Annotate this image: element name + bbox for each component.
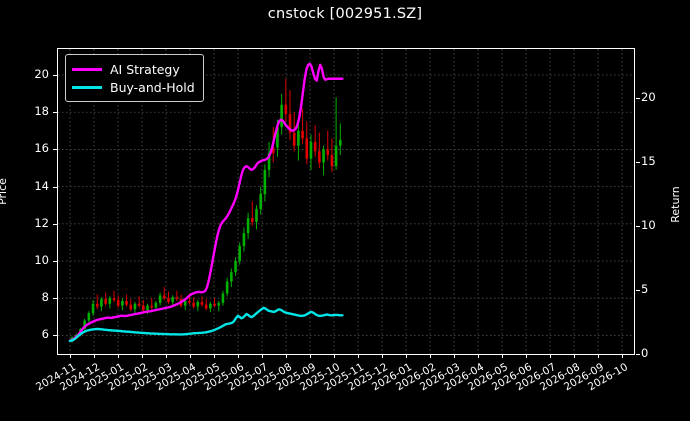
y-axis-label-left: Price — [0, 178, 9, 205]
y-tick-label-right: 20 — [641, 89, 656, 104]
x-tick-mark — [238, 354, 239, 358]
x-tick-mark — [262, 354, 263, 358]
plot-area — [57, 48, 635, 355]
series-buy-and-hold — [68, 306, 344, 343]
legend-item[interactable]: Buy-and-Hold — [72, 78, 195, 96]
y-tick-label-left: 6 — [41, 327, 49, 342]
x-tick-mark — [502, 354, 503, 358]
y-tick-label-right: 5 — [641, 281, 649, 296]
x-tick-mark — [454, 354, 455, 358]
x-tick-mark — [358, 354, 359, 358]
y-tick-label-left: 20 — [34, 67, 49, 82]
x-tick-mark — [94, 354, 95, 358]
x-tick-mark — [550, 354, 551, 358]
y-tick-mark-right — [636, 289, 640, 291]
x-tick-mark — [382, 354, 383, 358]
x-tick-mark — [622, 354, 623, 358]
y-tick-label-left: 10 — [34, 253, 49, 267]
page-title: cnstock [002951.SZ] — [267, 6, 423, 22]
gridlines — [58, 49, 634, 354]
x-tick-mark — [574, 354, 575, 358]
plot-svg — [58, 49, 634, 354]
y-tick-label-left: 14 — [34, 178, 49, 193]
y-tick-label-left: 16 — [34, 141, 49, 156]
x-tick-mark — [118, 354, 119, 358]
x-tick-mark — [526, 354, 527, 358]
y-tick-mark-left — [53, 112, 57, 114]
y-tick-mark-left — [53, 298, 57, 300]
legend-swatch-icon — [72, 67, 102, 71]
y-tick-mark-right — [636, 354, 640, 355]
candlestick-series — [70, 78, 342, 343]
y-tick-mark-left — [53, 75, 57, 77]
x-tick-mark — [70, 354, 71, 358]
x-tick-mark — [478, 354, 479, 358]
x-tick-mark — [190, 354, 191, 358]
y-tick-label-right: 0 — [641, 346, 649, 360]
x-tick-mark — [214, 354, 215, 358]
y-tick-mark-left — [53, 335, 57, 337]
y-tick-mark-left — [53, 261, 57, 262]
legend-item[interactable]: AI Strategy — [72, 60, 195, 78]
x-tick-mark — [286, 354, 287, 358]
y-tick-label-left: 12 — [34, 215, 49, 230]
x-tick-mark — [406, 354, 407, 358]
x-tick-mark — [166, 354, 167, 358]
legend[interactable]: AI Strategy Buy-and-Hold — [65, 54, 204, 102]
line-series — [68, 62, 344, 343]
x-tick-mark — [310, 354, 311, 358]
y-tick-label-right: 10 — [641, 217, 656, 232]
y-axis-label-right: Return — [668, 186, 682, 223]
y-tick-mark-left — [53, 149, 57, 151]
y-tick-mark-left — [53, 186, 57, 188]
x-tick-mark — [430, 354, 431, 358]
y-tick-mark-right — [636, 161, 640, 163]
x-tick-mark — [598, 354, 599, 358]
legend-swatch-icon — [72, 85, 102, 89]
y-tick-label-right: 15 — [641, 153, 656, 168]
x-tick-mark — [334, 354, 335, 358]
legend-label: Buy-and-Hold — [110, 79, 195, 95]
x-tick-mark — [142, 354, 143, 358]
series-ai-strategy — [68, 62, 344, 342]
legend-label: AI Strategy — [110, 61, 180, 77]
y-tick-label-left: 8 — [41, 290, 49, 305]
y-tick-label-left: 18 — [34, 104, 49, 119]
y-tick-mark-left — [53, 223, 57, 225]
y-tick-mark-right — [636, 97, 640, 99]
y-tick-mark-right — [636, 225, 640, 227]
